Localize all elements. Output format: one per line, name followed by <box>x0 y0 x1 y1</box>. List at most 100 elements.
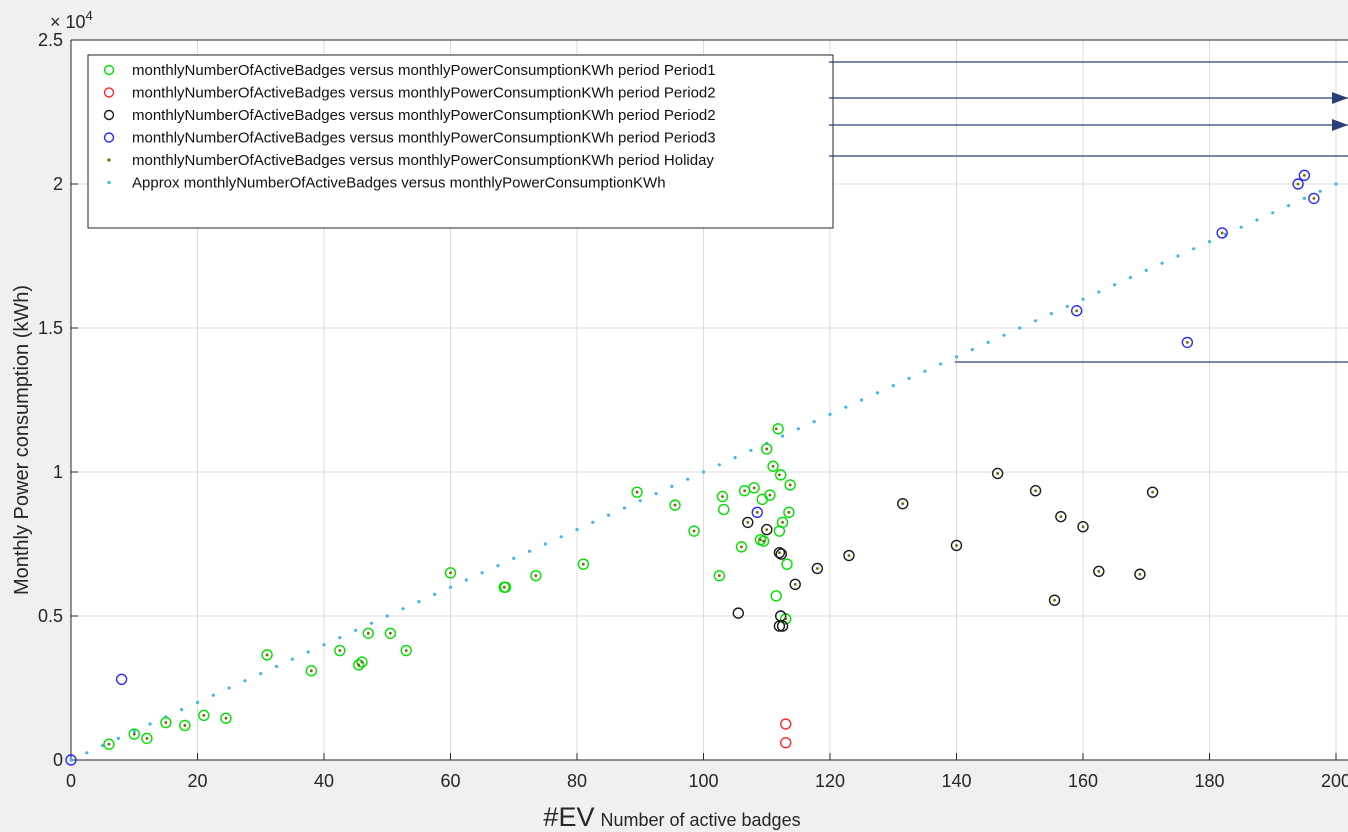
series-2-point <box>897 497 909 510</box>
holiday-point <box>1053 598 1056 602</box>
holiday-point <box>762 539 765 543</box>
holiday-point <box>202 713 206 717</box>
holiday-point <box>1138 572 1142 576</box>
fit-line-dot <box>1097 290 1101 294</box>
holiday-point <box>1312 197 1316 200</box>
fit-line-dot <box>543 542 547 546</box>
holiday-point <box>357 663 361 667</box>
fit-line-dot <box>417 600 421 604</box>
fit-line-dot <box>464 578 468 582</box>
x-tick-label: 40 <box>314 771 334 791</box>
fit-line-dot <box>1334 182 1338 186</box>
fit-line-dot <box>654 492 658 496</box>
legend-label: Approx monthlyNumberOfActiveBadges versu… <box>132 175 666 192</box>
holiday-point <box>692 529 696 533</box>
series-2-point <box>1048 594 1061 606</box>
holiday-point <box>752 486 756 490</box>
fit-line-dot <box>1002 333 1006 337</box>
fit-line-dot <box>939 362 943 366</box>
holiday-point <box>1097 569 1101 573</box>
y-tick-label: 0.5 <box>38 606 63 626</box>
holiday-point <box>1075 309 1079 313</box>
fit-line-dot <box>1318 189 1322 193</box>
legend-marker-circle <box>103 87 115 98</box>
holiday-point <box>996 472 1000 475</box>
holiday-point <box>771 464 775 468</box>
fit-line-dot <box>433 592 437 597</box>
fit-line-dot <box>954 355 959 359</box>
fit-line-dot <box>354 628 358 633</box>
fit-line-dot <box>575 528 579 532</box>
series-2-point <box>811 562 824 575</box>
fit-line-dot <box>1286 204 1291 208</box>
fit-line-dot <box>701 470 706 474</box>
series-0-point <box>718 503 730 516</box>
series-3-point <box>115 673 128 686</box>
series-2-point <box>789 578 801 591</box>
fit-line-dot <box>338 636 342 640</box>
fit-line-dot <box>559 535 563 539</box>
holiday-point <box>1185 341 1189 344</box>
series-0-point <box>761 443 773 455</box>
holiday-point <box>774 427 778 431</box>
series-0-point <box>784 479 796 491</box>
fit-line-dot <box>875 391 880 395</box>
fit-line-dot <box>322 643 326 647</box>
series-0-point <box>103 738 115 750</box>
holiday-point <box>746 521 750 524</box>
x-tick-label: 120 <box>815 771 845 791</box>
fit-line-dot <box>1176 254 1180 258</box>
series-0-point <box>198 709 210 722</box>
series-0-point <box>499 581 512 593</box>
holiday-point <box>781 521 784 524</box>
series-0-point <box>776 516 789 529</box>
holiday-point <box>743 489 747 493</box>
holiday-point <box>901 502 905 506</box>
fit-line-dot <box>1144 268 1148 272</box>
y-exponent-label: × 104 <box>50 8 93 32</box>
holiday-point <box>768 493 772 497</box>
legend-label: monthlyNumberOfActiveBadges versus month… <box>132 85 716 102</box>
holiday-point <box>1034 489 1037 493</box>
holiday-point <box>847 554 851 557</box>
holiday-point <box>145 737 149 740</box>
series-3-point <box>1308 192 1320 205</box>
x-tick-label: 60 <box>440 771 460 791</box>
series-2-point <box>843 549 855 562</box>
series-0-point <box>334 644 346 657</box>
x-tick-label: 100 <box>688 771 718 791</box>
series-2-point <box>775 548 787 560</box>
y-tick-label: 1.5 <box>38 318 63 338</box>
series-2-point <box>776 620 789 632</box>
holiday-point <box>778 473 781 477</box>
series-2-point <box>773 620 786 632</box>
holiday-point <box>132 732 136 736</box>
annotation-arrows <box>829 61 1348 363</box>
fit-line-dot <box>1255 218 1259 222</box>
series-3-point <box>751 506 763 519</box>
series-2-point <box>1029 485 1042 497</box>
fit-line-dot <box>512 556 516 561</box>
holiday-point <box>534 574 538 578</box>
y-tick-label: 2 <box>53 174 63 194</box>
series-0-point <box>530 569 542 582</box>
fit-line-dot <box>1018 326 1022 330</box>
fit-line-dot <box>591 520 595 525</box>
series-0-point <box>220 712 232 724</box>
series-0-point <box>772 423 784 435</box>
fit-line-dot <box>828 412 832 416</box>
fit-line-dot <box>1160 261 1164 265</box>
x-tick-label: 160 <box>1068 771 1098 791</box>
annotation-arrowhead <box>1332 119 1348 131</box>
series-2-point <box>1093 565 1105 578</box>
fit-line-dot <box>132 729 136 733</box>
fit-line-dot <box>844 405 848 409</box>
series-3-point <box>1070 305 1083 317</box>
holiday-point <box>1220 231 1224 235</box>
holiday-point <box>309 669 313 673</box>
fit-line-dot <box>527 549 532 553</box>
fit-line-dot <box>1033 319 1038 323</box>
series-0-point <box>774 469 787 481</box>
holiday-point <box>1059 515 1063 519</box>
